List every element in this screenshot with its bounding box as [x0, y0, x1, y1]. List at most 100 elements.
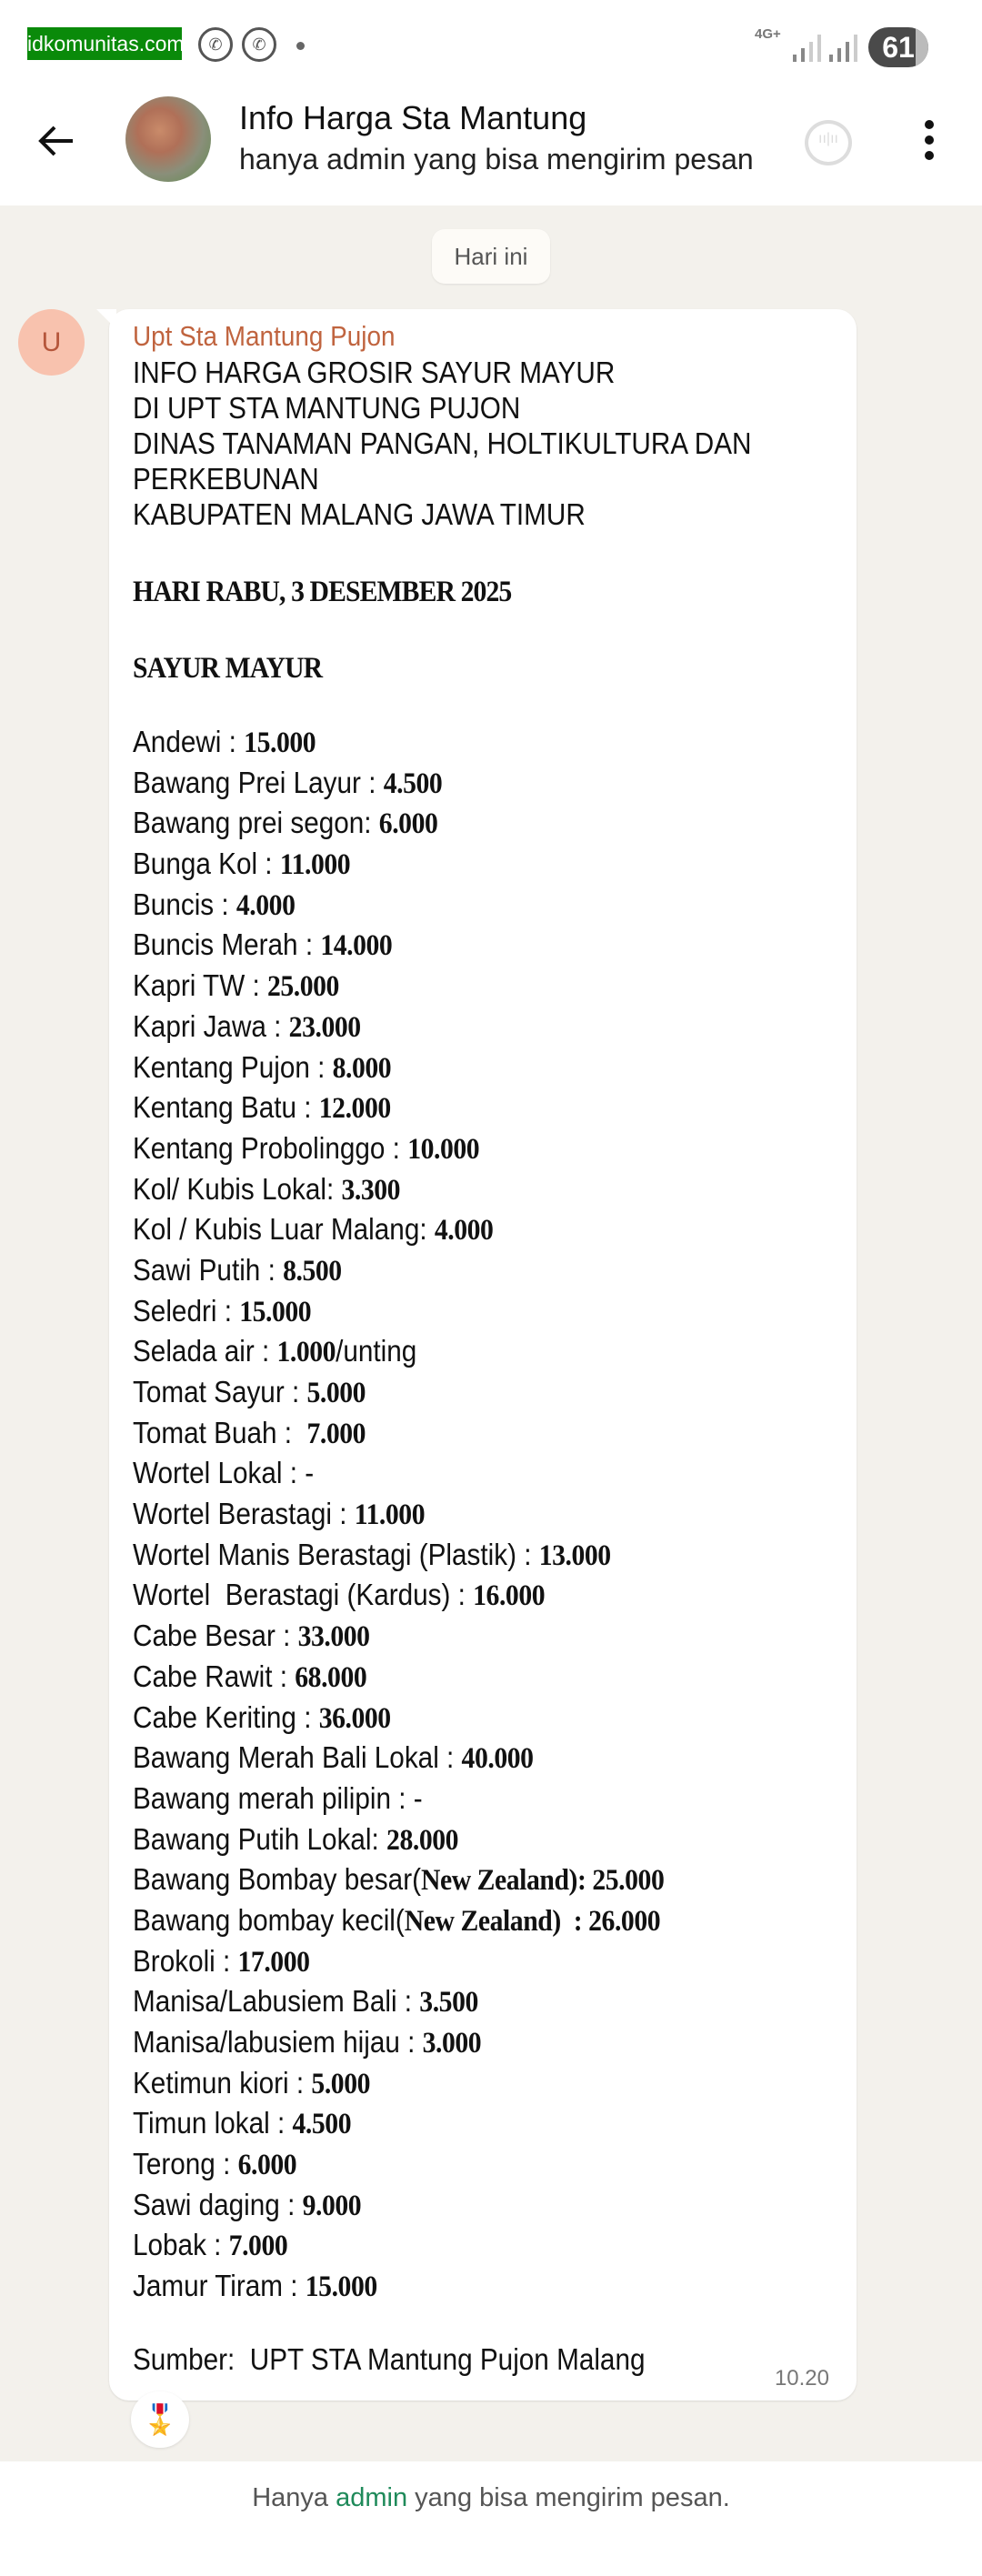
item-label: Terong : — [133, 2147, 238, 2181]
heading-line: INFO HARGA GROSIR SAYUR MAYUR — [133, 356, 616, 389]
price-item: Kentang Pujon : 8.000 — [133, 1047, 853, 1088]
price-item: Kentang Probolinggo : 10.000 — [133, 1128, 853, 1169]
heading-line: PERKEBUNAN — [133, 462, 319, 496]
signal-icon — [829, 33, 860, 62]
item-label: Sawi Putih : — [133, 1252, 284, 1287]
price-item: Kentang Batu : 12.000 — [133, 1088, 853, 1128]
item-price: 4.500 — [292, 2108, 352, 2141]
price-item: Bawang Putih Lokal: 28.000 — [133, 1819, 853, 1860]
item-label: Bawang Merah Bali Lokal : — [133, 1740, 462, 1775]
item-price: 23.000 — [288, 1010, 361, 1044]
message-time: 10.20 — [774, 2366, 829, 2391]
item-price: 4.000 — [235, 888, 296, 922]
sender-name[interactable]: Upt Sta Mantung Pujon — [133, 320, 396, 352]
item-price: 68.000 — [295, 1660, 367, 1694]
price-item: Cabe Rawit : 68.000 — [133, 1657, 853, 1698]
price-item: Buncis Merah : 14.000 — [133, 925, 853, 966]
price-item: Kapri Jawa : 23.000 — [133, 1007, 853, 1047]
heading-line: DI UPT STA MANTUNG PUJON — [133, 391, 521, 425]
item-price: 10.000 — [407, 1132, 480, 1166]
group-avatar[interactable] — [125, 96, 211, 182]
item-unit: /unting — [336, 1334, 417, 1368]
item-label: Bawang merah pilipin : - — [133, 1780, 423, 1815]
item-price: 8.000 — [332, 1051, 392, 1085]
item-price: 25.000 — [266, 970, 339, 1004]
admin-only-notice: Hanya admin yang bisa mengirim pesan. — [0, 2461, 982, 2576]
item-price: 13.000 — [538, 1539, 611, 1572]
item-price: 3.000 — [422, 2027, 482, 2060]
price-item: Sawi daging : 9.000 — [133, 2185, 853, 2226]
price-item: Selada air : 1.000/unting — [133, 1331, 853, 1372]
price-item: Tomat Sayur : 5.000 — [133, 1372, 853, 1413]
item-label: Kentang Probolinggo : — [133, 1130, 408, 1165]
item-label: Bawang Putih Lokal: — [133, 1821, 387, 1856]
item-label: Bunga Kol : — [133, 847, 280, 881]
price-item: Buncis : 4.000 — [133, 885, 853, 926]
item-label: Wortel Manis Berastagi (Plastik) : — [133, 1537, 539, 1571]
sender-avatar[interactable]: U — [18, 309, 85, 376]
item-label: Kol / Kubis Luar Malang: — [133, 1212, 435, 1247]
item-label: Kapri TW : — [133, 968, 267, 1003]
price-item: Kapri TW : 25.000 — [133, 966, 853, 1007]
network-type: 4G+ — [755, 26, 781, 42]
price-list: Andewi : 15.000 Bawang Prei Layur : 4.500… — [133, 722, 853, 2307]
price-item: Lobak : 7.000 — [133, 2225, 853, 2266]
item-label: Buncis Merah : — [133, 927, 321, 962]
price-item: Bawang Prei Layur : 4.500 — [133, 763, 853, 804]
item-price: 5.000 — [306, 1377, 366, 1409]
watermark: idkomunitas.com — [27, 27, 185, 60]
item-price: 11.000 — [279, 848, 351, 882]
back-arrow-icon[interactable] — [35, 118, 80, 164]
item-price: 14.000 — [320, 929, 393, 963]
item-label: Ketimun kiori : — [133, 2065, 312, 2100]
battery-indicator: 61 — [868, 27, 928, 67]
item-price: 40.000 — [461, 1742, 534, 1776]
item-price: 15.000 — [244, 727, 316, 759]
item-label: Cabe Besar : — [133, 1619, 298, 1653]
item-price: 12.000 — [318, 1092, 391, 1126]
admin-link[interactable]: admin — [336, 2483, 408, 2512]
item-label: Lobak : — [133, 2228, 229, 2262]
status-bar: idkomunitas.com ✆ ✆ 4G+ 61 — [0, 0, 982, 82]
item-label: Cabe Rawit : — [133, 1659, 296, 1693]
notice-text: yang bisa mengirim pesan. — [407, 2483, 730, 2512]
whatsapp-icon: ✆ — [198, 27, 233, 62]
item-label: Kentang Pujon : — [133, 1049, 333, 1084]
item-price: 4.500 — [383, 767, 443, 800]
item-price: 5.000 — [311, 2067, 370, 2100]
item-label: Selada air : — [133, 1334, 277, 1368]
price-item: Wortel Berastagi : 11.000 — [133, 1494, 853, 1535]
more-options-icon[interactable] — [918, 116, 940, 167]
source-line: Sumber: UPT STA Mantung Pujon Malang — [133, 2341, 646, 2376]
item-label: Tomat Buah : — [133, 1415, 307, 1449]
item-price: 8.500 — [283, 1254, 342, 1288]
price-item: Timun lokal : 4.500 — [133, 2103, 853, 2144]
item-price: New Zealand) : 26.000 — [404, 1904, 661, 1938]
item-label: Kol/ Kubis Lokal: — [133, 1171, 342, 1206]
section-title: SAYUR MAYUR — [133, 652, 323, 685]
item-label: Tomat Sayur : — [133, 1375, 307, 1408]
price-item: Cabe Keriting : 36.000 — [133, 1698, 853, 1739]
item-label: Bawang bombay kecil( — [133, 1902, 405, 1937]
message-heading: INFO HARGA GROSIR SAYUR MAYUR DI UPT STA … — [133, 355, 853, 532]
signal-icon — [793, 33, 824, 62]
chat-title[interactable]: Info Harga Sta Mantung — [239, 99, 587, 136]
price-item: Manisa/Labusiem Bali : 3.500 — [133, 1981, 853, 2022]
heading-line: DINAS TANAMAN PANGAN, HOLTIKULTURA DAN — [133, 426, 752, 460]
item-price: 11.000 — [354, 1498, 426, 1532]
item-price: 3.300 — [341, 1173, 401, 1207]
reaction-medal-icon[interactable]: 🎖️ — [131, 2391, 189, 2448]
date-line: HARI RABU, 3 DESEMBER 2025 — [133, 576, 512, 608]
item-price: 36.000 — [318, 1701, 391, 1735]
price-item: Wortel Berastagi (Kardus) : 16.000 — [133, 1575, 853, 1616]
notice-text: Hanya — [252, 2483, 336, 2512]
item-label: Bawang Bombay besar( — [133, 1862, 421, 1897]
item-label: Jamur Tiram : — [133, 2269, 306, 2303]
voice-chat-icon[interactable] — [805, 120, 852, 165]
item-label: Andewi : — [133, 725, 245, 758]
chat-subtitle: hanya admin yang bisa mengirim pesan — [239, 143, 754, 175]
item-label: Cabe Keriting : — [133, 1699, 319, 1734]
item-label: Wortel Berastagi : — [133, 1497, 355, 1531]
item-price: 1.000 — [276, 1336, 336, 1369]
price-item: Manisa/labusiem hijau : 3.000 — [133, 2022, 853, 2063]
